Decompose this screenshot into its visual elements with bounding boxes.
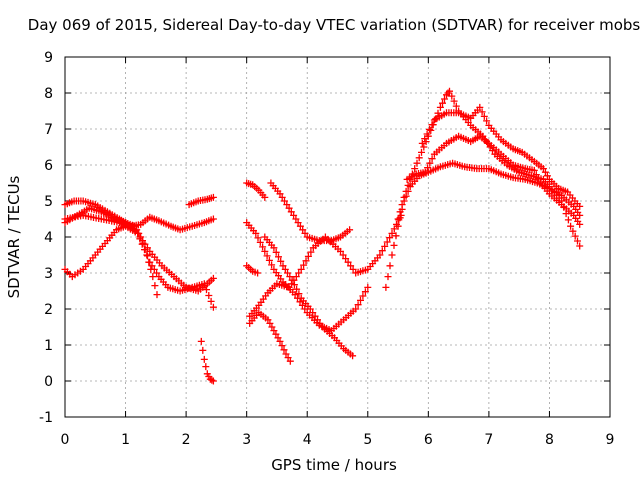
series-track-06 [197, 337, 217, 385]
series-track-08 [243, 179, 269, 201]
x-tick-label: 5 [363, 432, 372, 448]
x-tick-label: 3 [242, 432, 251, 448]
series-track-05 [185, 193, 217, 209]
y-tick-label: 6 [44, 158, 53, 174]
series-track-11 [246, 309, 294, 365]
y-tick-label: 2 [44, 302, 53, 318]
y-tick-label: 9 [44, 50, 53, 66]
x-axis-ticks: 0 1 2 3 4 5 6 7 8 9 [61, 57, 615, 448]
x-tick-label: 4 [303, 432, 312, 448]
plus-markers [246, 309, 294, 365]
x-axis-label: GPS time / hours [271, 456, 397, 474]
y-tick-label: 4 [44, 230, 53, 246]
x-tick-label: 0 [61, 432, 70, 448]
series-track-07 [243, 262, 262, 277]
y-tick-label: 5 [44, 194, 53, 210]
plus-markers [61, 204, 217, 311]
plus-markers [261, 233, 357, 360]
y-tick-label: 0 [44, 374, 53, 390]
series-track-17 [418, 103, 584, 210]
series-track-03 [61, 222, 217, 295]
plus-markers [61, 211, 217, 234]
plus-markers [185, 193, 217, 209]
plus-markers [197, 337, 217, 385]
plus-markers [403, 132, 584, 228]
plus-markers [61, 222, 217, 295]
plus-markers [418, 103, 584, 210]
x-tick-label: 6 [424, 432, 433, 448]
y-axis-label: SDTVAR / TECUs [5, 175, 23, 298]
x-tick-label: 7 [484, 432, 493, 448]
y-tick-label: 1 [44, 338, 53, 354]
plus-markers [243, 179, 269, 201]
chart-title: Day 069 of 2015, Sidereal Day-to-day VTE… [28, 16, 640, 34]
series-track-12 [267, 179, 354, 245]
series-track-10 [246, 211, 405, 320]
x-tick-label: 9 [606, 432, 615, 448]
x-tick-label: 1 [121, 432, 130, 448]
x-tick-label: 8 [545, 432, 554, 448]
data-marks [61, 87, 584, 385]
plus-markers [243, 262, 262, 277]
series-track-02 [61, 204, 217, 311]
series-track-04 [61, 211, 217, 234]
y-tick-label: -1 [39, 410, 53, 426]
x-tick-label: 2 [182, 432, 191, 448]
y-axis-ticks: -1 0 1 2 3 4 5 6 7 8 9 [39, 50, 610, 426]
series-track-16 [403, 132, 584, 228]
y-tick-label: 7 [44, 122, 53, 138]
series-track-13 [261, 233, 357, 360]
y-tick-label: 8 [44, 86, 53, 102]
plus-markers [267, 179, 354, 245]
plus-markers [246, 211, 405, 320]
y-tick-label: 3 [44, 266, 53, 282]
